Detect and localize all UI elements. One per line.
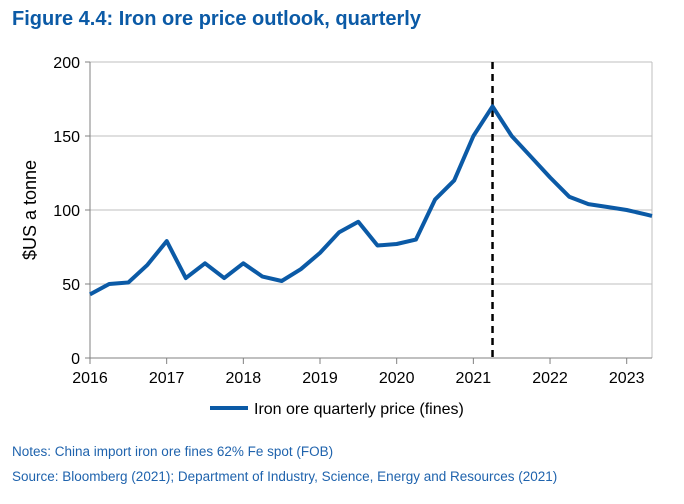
x-tick-label: 2021 — [456, 370, 492, 387]
series-line-0 — [89, 104, 653, 297]
y-tick-label: 200 — [53, 55, 80, 72]
figure-title: Figure 4.4: Iron ore price outlook, quar… — [12, 8, 421, 30]
x-tick-label: 2016 — [72, 370, 108, 387]
y-tick-label: 150 — [53, 129, 80, 146]
y-tick-label: 100 — [53, 203, 80, 220]
axes — [85, 61, 652, 364]
y-tick-label: 50 — [62, 277, 80, 294]
y-axis-title: $US a tonne — [20, 160, 40, 260]
x-tick-label: 2018 — [226, 370, 262, 387]
chart-source: Source: Bloomberg (2021); Department of … — [12, 469, 558, 484]
legend-label: Iron ore quarterly price (fines) — [254, 401, 464, 418]
series-group — [89, 104, 653, 297]
x-tick-label: 2019 — [302, 370, 338, 387]
gridlines — [90, 61, 653, 358]
x-tick-label: 2020 — [379, 370, 415, 387]
chart-notes: Notes: China import iron ore fines 62% F… — [12, 444, 334, 459]
x-tick-label: 2023 — [609, 370, 645, 387]
legend: Iron ore quarterly price (fines) — [210, 401, 464, 418]
y-tick-label: 0 — [71, 351, 80, 368]
line-chart: 0 50 100 150 200 2016 2017 2018 2019 2020 2021 2022… — [20, 55, 653, 418]
x-tick-label: 2022 — [532, 370, 568, 387]
x-tick-label: 2017 — [149, 370, 185, 387]
axis-labels: 0 50 100 150 200 2016 2017 2018 2019 2020 2021 2022… — [20, 55, 645, 387]
